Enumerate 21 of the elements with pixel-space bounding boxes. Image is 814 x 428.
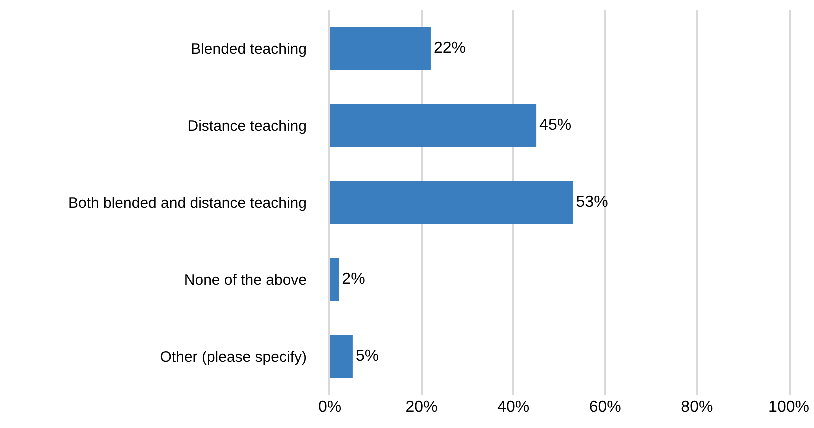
data-label: 2% — [342, 271, 366, 288]
y-tick-label: Other (please specify) — [160, 348, 307, 366]
bar — [330, 104, 537, 148]
y-tick-label: Both blended and distance teaching — [68, 194, 307, 212]
bar — [330, 180, 574, 224]
data-label: 53% — [576, 194, 608, 211]
x-tick-label: 20% — [406, 399, 438, 416]
data-label: 5% — [356, 348, 380, 365]
bar — [330, 258, 340, 302]
x-tick-label: 80% — [681, 399, 714, 416]
x-tick-label: 60% — [589, 399, 622, 416]
x-tick-label: 100% — [768, 399, 810, 416]
y-tick-label: Distance teaching — [188, 118, 307, 135]
bar — [330, 334, 353, 378]
x-tick-label: 40% — [498, 399, 530, 416]
data-label: 45% — [540, 117, 572, 134]
y-tick-label: None of the above — [184, 272, 307, 289]
y-tick-label: Blended teaching — [191, 40, 307, 58]
data-label: 22% — [434, 40, 466, 57]
x-tick-label: 0% — [318, 399, 342, 416]
bar — [330, 26, 431, 70]
